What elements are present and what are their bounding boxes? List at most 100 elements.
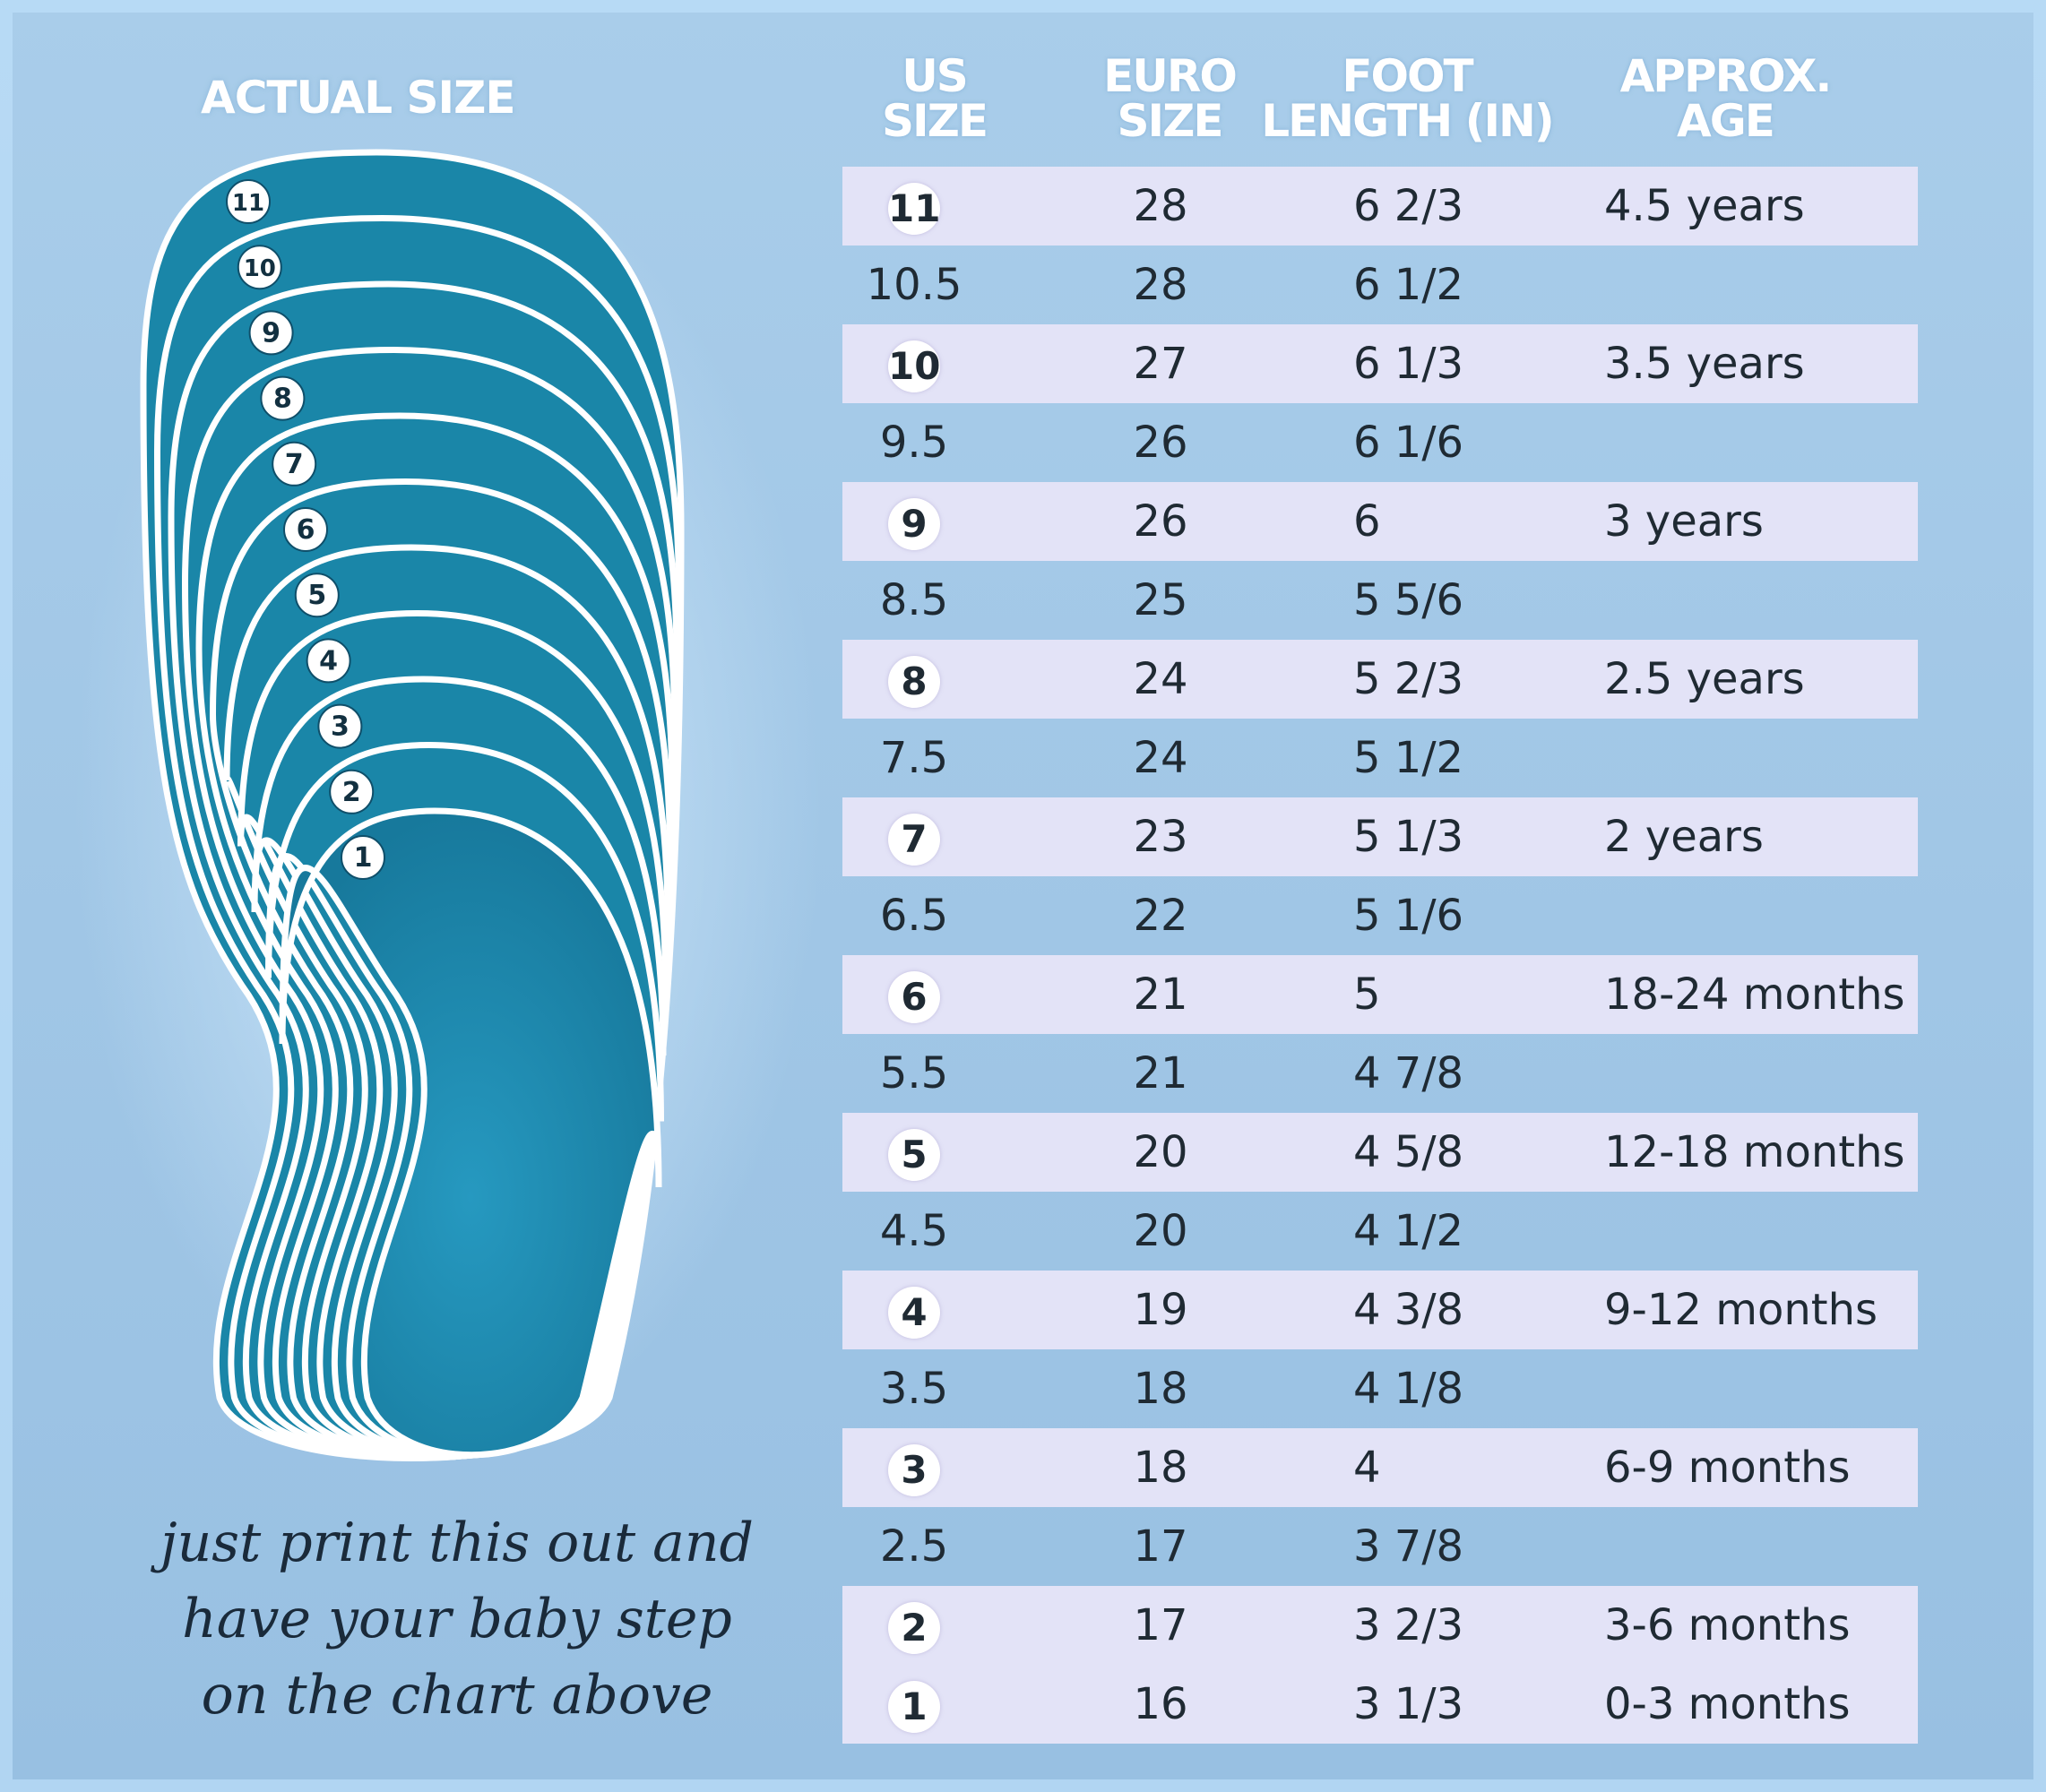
header-us-size: US SIZE [860, 54, 1008, 143]
caption-line: just print this out and [160, 1512, 754, 1574]
size-badge: 10 [888, 340, 940, 392]
approx-age-cell: 2 years [1604, 812, 1764, 862]
size-label-circle [237, 245, 282, 290]
approx-age-cell: 12-18 months [1604, 1127, 1905, 1177]
foot-length-cell: 6 [1353, 496, 1381, 547]
actual-size-title: ACTUAL SIZE [201, 72, 516, 124]
approx-age-cell [1604, 403, 1909, 482]
size-label: 5 [307, 580, 326, 611]
size-label-circle [272, 441, 317, 487]
approx-age-cell [1604, 1034, 1909, 1113]
size-label-circle [283, 507, 328, 552]
size-badge: 11 [888, 183, 940, 235]
us-size-cell: 8.5 [879, 575, 949, 625]
foot-outline-size-1 [279, 807, 662, 1459]
foot-length-cell: 6 1/6 [1353, 418, 1464, 468]
size-label: 1 [354, 842, 373, 874]
euro-size-cell: 18 [1133, 1443, 1188, 1493]
foot-length-cell: 3 2/3 [1353, 1600, 1464, 1650]
size-label-circle [306, 638, 351, 684]
us-size-cell: 11 [860, 167, 968, 246]
header-line: EURO [1103, 50, 1238, 102]
approx-age-cell: 6-9 months [1604, 1443, 1851, 1493]
us-size-cell: 6 [860, 955, 968, 1034]
foot-length-cell: 6 2/3 [1353, 181, 1464, 231]
header-line: US [902, 50, 969, 102]
foot-outline-graphic: 11 10 9 8 7 6 5 4 3 2 1 [140, 149, 685, 1461]
approx-age-cell [1604, 1349, 1909, 1428]
foot-length-cell: 6 1/3 [1353, 339, 1464, 389]
us-size-cell: 3 [860, 1428, 968, 1507]
header-euro-size: EURO SIZE [1084, 54, 1255, 143]
caption-line: have your baby step [182, 1588, 732, 1650]
euro-size-cell: 21 [1133, 969, 1188, 1020]
us-size-cell: 5 [860, 1113, 968, 1192]
euro-size-cell: 17 [1133, 1521, 1188, 1572]
approx-age-cell: 3-6 months [1604, 1600, 1851, 1650]
approx-age-cell: 2.5 years [1604, 654, 1805, 704]
us-size-cell: 2 [860, 1586, 968, 1665]
us-size-cell: 10.5 [866, 260, 963, 310]
size-label-circle [226, 179, 271, 224]
foot-length-cell: 5 1/6 [1353, 891, 1464, 941]
euro-size-cell: 20 [1133, 1127, 1188, 1177]
table-row: 2 17 3 2/3 3-6 months [842, 1586, 1918, 1665]
us-size-cell: 8 [860, 640, 968, 719]
euro-size-cell: 17 [1133, 1600, 1188, 1650]
foot-length-cell: 5 1/3 [1353, 812, 1464, 862]
foot-length-cell: 4 3/8 [1353, 1285, 1464, 1335]
size-label-circle [248, 310, 294, 356]
approx-age-cell [1604, 876, 1909, 955]
foot-length-cell: 3 1/3 [1353, 1679, 1464, 1729]
us-size-cell: 2.5 [879, 1521, 949, 1572]
table-row: 1 16 3 1/3 0-3 months [842, 1665, 1918, 1744]
euro-size-cell: 23 [1133, 812, 1188, 862]
header-line: SIZE [881, 95, 988, 147]
us-size-cell: 9.5 [879, 418, 949, 468]
table-row: 10.5 28 6 1/2 [842, 246, 1918, 324]
table-row: 11 28 6 2/3 4.5 years [842, 167, 1918, 246]
euro-size-cell: 18 [1133, 1364, 1188, 1414]
approx-age-cell [1604, 246, 1909, 324]
table-row: 6.5 22 5 1/6 [842, 876, 1918, 955]
euro-size-cell: 27 [1133, 339, 1188, 389]
euro-size-cell: 25 [1133, 575, 1188, 625]
table-row: 7.5 24 5 1/2 [842, 719, 1918, 797]
table-row: 7 23 5 1/3 2 years [842, 797, 1918, 876]
size-label: 8 [273, 383, 292, 415]
size-badge: 7 [888, 814, 940, 866]
foot-length-cell: 5 1/2 [1353, 733, 1464, 783]
size-label-circle [317, 703, 363, 749]
euro-size-cell: 26 [1133, 418, 1188, 468]
approx-age-cell [1604, 1192, 1909, 1271]
size-label: 3 [331, 711, 350, 743]
size-badge: 9 [888, 498, 940, 550]
size-label-circle [294, 573, 340, 618]
size-label: 10 [244, 255, 276, 282]
size-badge: 3 [888, 1444, 940, 1496]
table-row: 5 20 4 5/8 12-18 months [842, 1113, 1918, 1192]
us-size-cell: 9 [860, 482, 968, 561]
euro-size-cell: 16 [1133, 1679, 1188, 1729]
us-size-cell: 4 [860, 1271, 968, 1349]
approx-age-cell: 3 years [1604, 496, 1764, 547]
approx-age-cell: 9-12 months [1604, 1285, 1878, 1335]
size-label-circle [260, 375, 306, 421]
euro-size-cell: 24 [1133, 733, 1188, 783]
header-foot-length: FOOT LENGTH (IN) [1259, 54, 1555, 143]
table-row: 9 26 6 3 years [842, 482, 1918, 561]
approx-age-cell: 0-3 months [1604, 1679, 1851, 1729]
header-line: SIZE [1117, 95, 1223, 147]
us-size-cell: 5.5 [879, 1048, 949, 1098]
table-row: 8.5 25 5 5/6 [842, 561, 1918, 640]
us-size-cell: 10 [860, 324, 968, 403]
foot-length-cell: 4 7/8 [1353, 1048, 1464, 1098]
approx-age-cell: 18-24 months [1604, 969, 1905, 1020]
foot-length-cell: 4 5/8 [1353, 1127, 1464, 1177]
approx-age-cell [1604, 1507, 1909, 1586]
foot-length-cell: 5 2/3 [1353, 654, 1464, 704]
size-badge: 5 [888, 1129, 940, 1181]
size-badge: 1 [888, 1681, 940, 1733]
header-line: LENGTH (IN) [1261, 95, 1555, 147]
